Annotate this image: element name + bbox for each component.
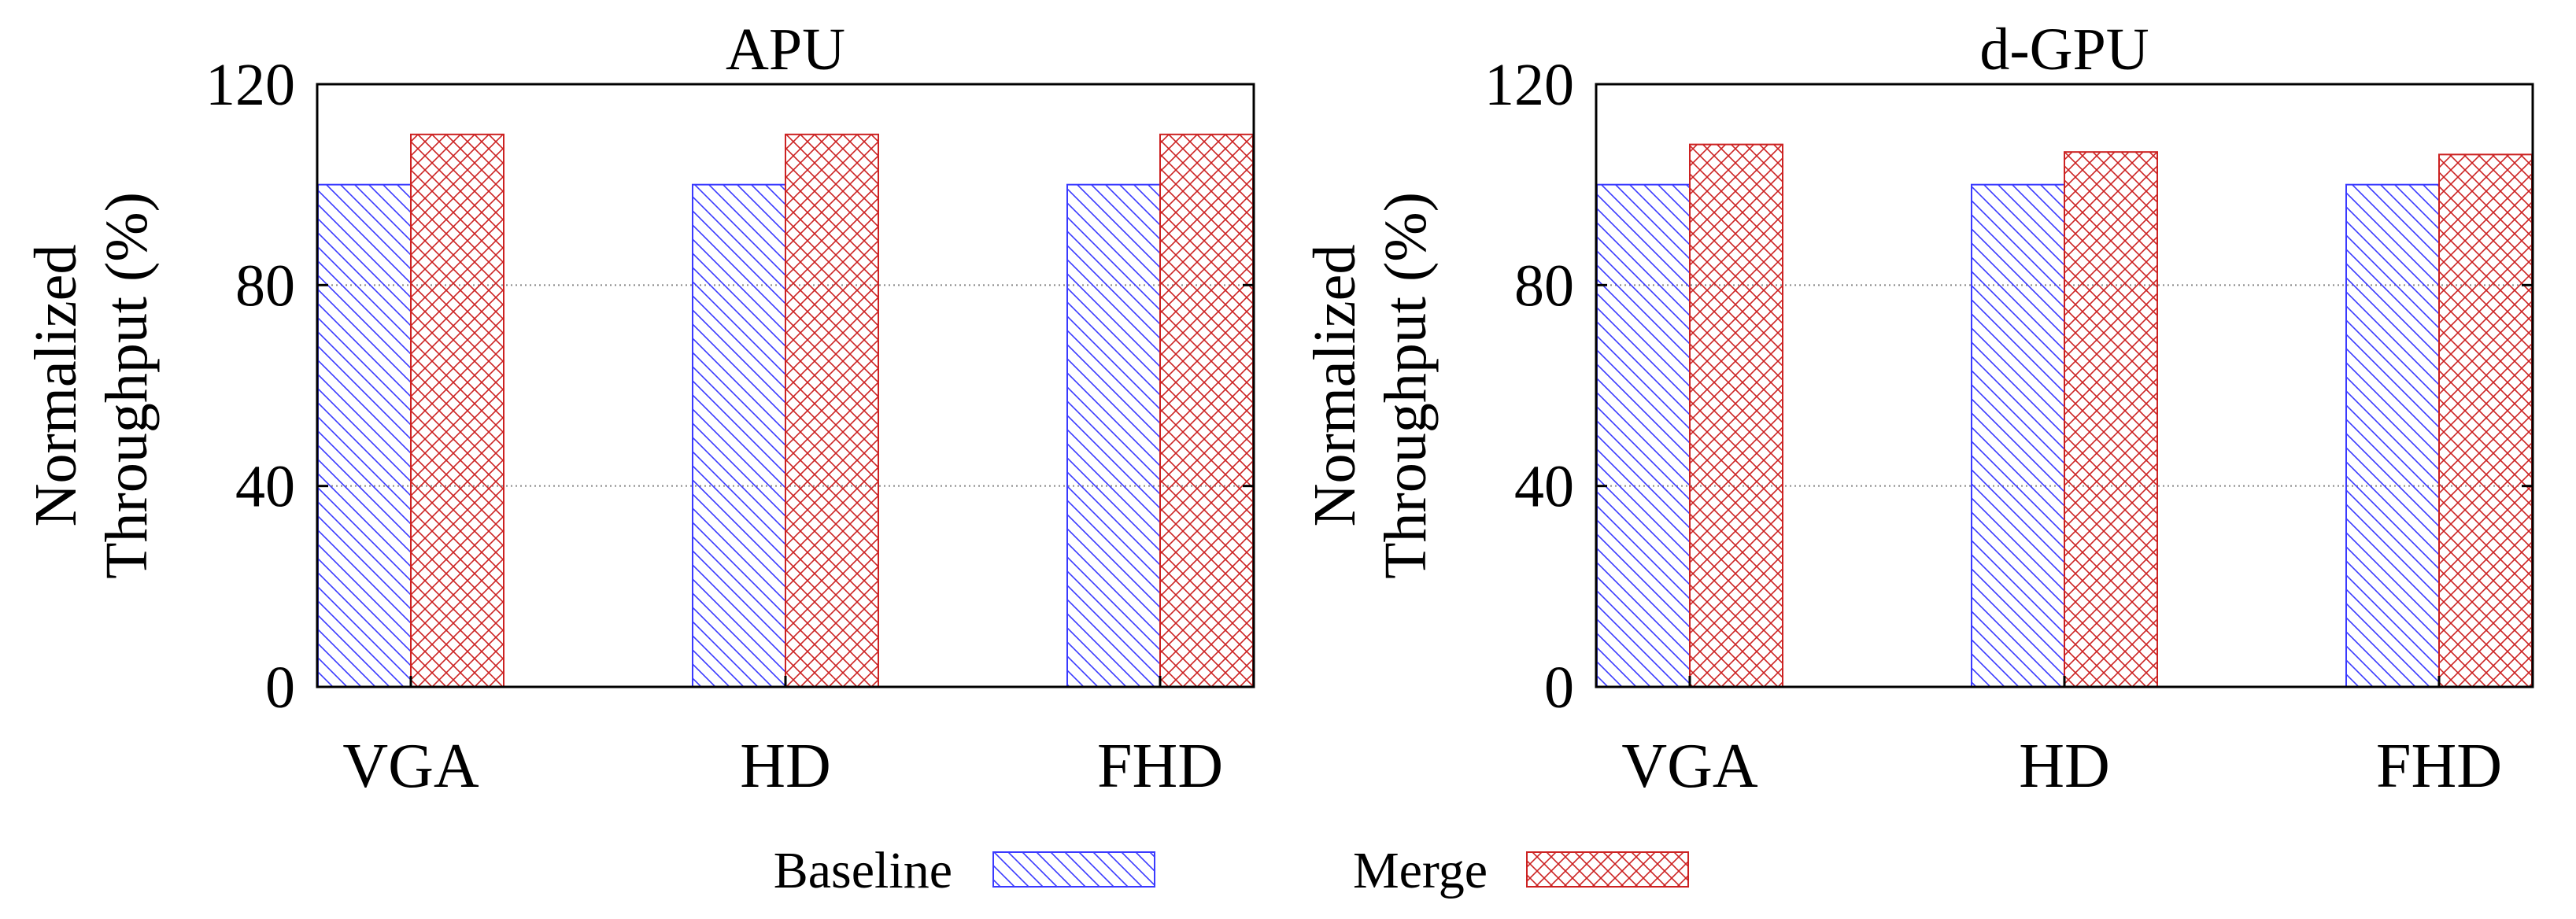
chart-panel-apu: 0 40 80 120 VGA HD FHD APU Normalized Throughp… — [23, 17, 1255, 801]
bar-baseline-fhd — [1066, 183, 1161, 688]
legend: Baseline Merge — [774, 842, 1689, 899]
y-tick-label: 40 — [235, 454, 295, 520]
bar-baseline-hd — [692, 183, 786, 688]
legend-label-baseline: Baseline — [774, 842, 952, 899]
chart-panel-dgpu: 0 40 80 120 VGA HD FHD d-GPU Normalized Throug… — [1302, 17, 2534, 801]
bar-baseline-fhd — [2345, 183, 2440, 688]
y-tick-label: 120 — [205, 52, 295, 118]
y-tick-label: 80 — [235, 253, 295, 319]
x-tick-label: FHD — [2376, 732, 2502, 801]
y-tick-label: 80 — [1514, 253, 1574, 319]
bar-merge-fhd — [1159, 133, 1254, 688]
y-axis-label-line-1: Normalized — [23, 245, 89, 527]
y-axis-label-line-2: Throughput (%) — [1373, 192, 1439, 579]
bar-merge-vga — [1689, 143, 1783, 688]
bar-merge-hd — [785, 133, 879, 688]
bar-baseline-vga — [1596, 183, 1691, 688]
chart-title: d-GPU — [1979, 17, 2149, 83]
x-tick-label: VGA — [342, 732, 479, 801]
x-tick-label: HD — [2019, 732, 2110, 801]
bar-merge-vga — [410, 133, 504, 688]
y-tick-label: 120 — [1484, 52, 1574, 118]
bar-merge-hd — [2064, 151, 2158, 688]
legend-label-merge: Merge — [1353, 842, 1488, 899]
chart-title: APU — [726, 17, 845, 83]
y-axis-label-line-2: Throughput (%) — [94, 192, 160, 579]
y-tick-label: 0 — [1544, 655, 1574, 721]
y-tick-label: 40 — [1514, 454, 1574, 520]
legend-swatch-merge — [1526, 851, 1689, 888]
bar-baseline-vga — [317, 183, 412, 688]
y-axis-label-line-1: Normalized — [1302, 245, 1368, 527]
legend-swatch-baseline — [992, 851, 1155, 888]
x-tick-label: VGA — [1621, 732, 1758, 801]
y-tick-label: 0 — [265, 655, 295, 721]
x-tick-label: HD — [740, 732, 831, 801]
bar-baseline-hd — [1971, 183, 2065, 688]
x-tick-label: FHD — [1097, 732, 1223, 801]
bar-merge-fhd — [2438, 153, 2533, 688]
